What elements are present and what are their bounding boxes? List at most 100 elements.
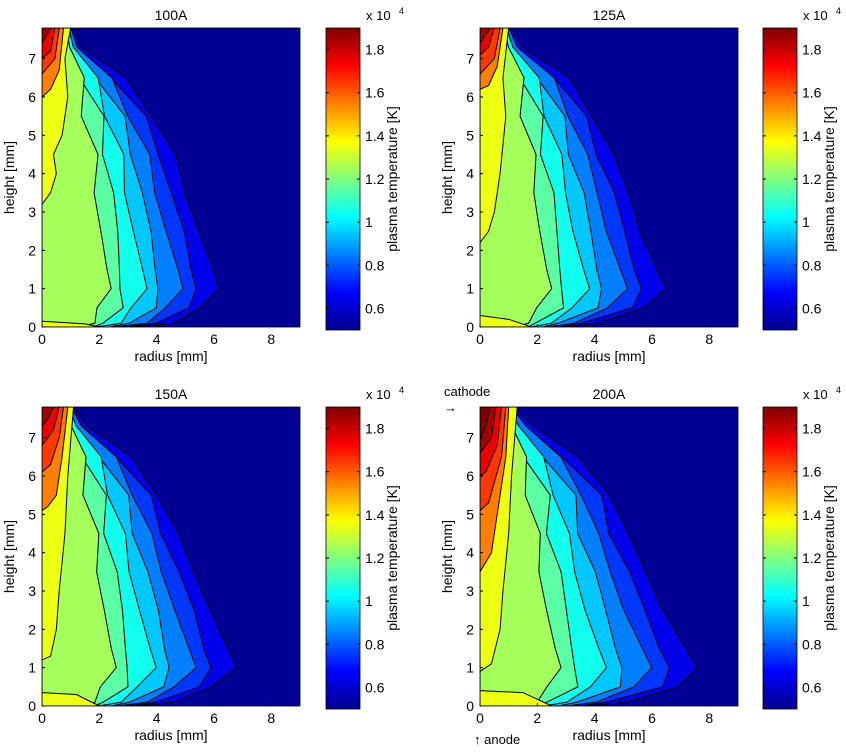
colorbar-multiplier: x 10 xyxy=(803,387,828,402)
y-tick-label: 7 xyxy=(28,430,36,446)
core-band-1.3 xyxy=(42,692,100,706)
y-tick-label: 5 xyxy=(28,506,36,522)
colorbar-tick-label: 0.8 xyxy=(802,636,822,652)
colorbar-multiplier: x 10 xyxy=(366,387,391,402)
y-tick-label: 7 xyxy=(28,51,36,67)
y-tick-label: 7 xyxy=(466,51,474,67)
colorbar xyxy=(762,406,798,710)
x-axis-label: radius [mm] xyxy=(572,727,645,743)
colorbar-tick-label: 0.8 xyxy=(802,257,822,273)
y-axis-label: height [mm] xyxy=(1,141,17,214)
y-tick-label: 0 xyxy=(28,319,36,335)
colorbar-tick-label: 1.6 xyxy=(365,85,385,101)
x-tick-label: 2 xyxy=(533,331,541,347)
colorbar-multiplier: x 10 xyxy=(803,8,828,23)
colorbar-exponent: 4 xyxy=(836,385,841,395)
colorbar-label: plasma temperature [K] xyxy=(384,485,400,631)
x-tick-label: 2 xyxy=(95,710,103,726)
colorbar-exponent: 4 xyxy=(399,6,404,16)
axes-frame xyxy=(479,406,739,707)
colorbar-tick-label: 1.8 xyxy=(365,42,385,58)
x-tick-label: 6 xyxy=(210,710,218,726)
y-tick-label: 3 xyxy=(28,583,36,599)
y-tick-label: 1 xyxy=(466,660,474,676)
colorbar-tick-label: 0.8 xyxy=(365,257,385,273)
plot-area xyxy=(42,407,300,706)
y-tick-label: 1 xyxy=(466,281,474,297)
y-tick-label: 7 xyxy=(466,430,474,446)
plot-area xyxy=(480,407,738,706)
y-tick-label: 4 xyxy=(28,166,36,182)
anode-label: ↑ anode xyxy=(474,732,520,747)
y-tick-label: 5 xyxy=(466,506,474,522)
y-tick-label: 5 xyxy=(28,127,36,143)
colorbar-label: plasma temperature [K] xyxy=(821,485,837,631)
colorbar-multiplier: x 10 xyxy=(366,8,391,23)
y-tick-label: 6 xyxy=(28,89,36,105)
panel-title: 125A xyxy=(593,7,626,23)
cathode-label: cathode xyxy=(444,384,490,399)
core-band-1.3 xyxy=(42,320,100,327)
y-tick-label: 6 xyxy=(466,468,474,484)
y-tick-label: 5 xyxy=(466,127,474,143)
y-tick-label: 1 xyxy=(28,660,36,676)
axes-frame xyxy=(41,406,301,707)
y-axis-label: height [mm] xyxy=(439,520,455,593)
y-tick-label: 0 xyxy=(466,698,474,714)
y-tick-label: 3 xyxy=(466,583,474,599)
x-tick-label: 8 xyxy=(267,331,275,347)
y-tick-label: 3 xyxy=(466,204,474,220)
core-band-1.3 xyxy=(480,314,532,327)
x-tick-label: 6 xyxy=(210,331,218,347)
colorbar-tick-label: 1 xyxy=(802,593,810,609)
colorbar-tick-label: 1.2 xyxy=(802,171,822,187)
x-tick-label: 6 xyxy=(648,331,656,347)
x-tick-label: 4 xyxy=(153,331,161,347)
y-tick-label: 4 xyxy=(28,545,36,561)
core-band-1.85 xyxy=(480,407,491,438)
colorbar-tick-label: 0.6 xyxy=(802,300,822,316)
colorbar-tick-label: 0.8 xyxy=(365,636,385,652)
x-tick-label: 0 xyxy=(38,331,46,347)
y-tick-label: 1 xyxy=(28,281,36,297)
contour-panel-200A: 0 2 4 6 8 0 1 2 3 4 5 6 7 200A radius [mm] height [mm] 0… xyxy=(439,385,841,743)
axes-frame xyxy=(479,27,739,328)
x-tick-label: 8 xyxy=(267,710,275,726)
colorbar-label: plasma temperature [K] xyxy=(384,106,400,252)
x-tick-label: 0 xyxy=(38,710,46,726)
x-tick-label: 4 xyxy=(591,710,599,726)
colorbar xyxy=(762,27,798,331)
y-tick-label: 4 xyxy=(466,166,474,182)
colorbar-tick-label: 1.8 xyxy=(802,421,822,437)
panel-title: 200A xyxy=(593,386,626,402)
y-tick-label: 4 xyxy=(466,545,474,561)
core-band-1.8 xyxy=(480,28,491,45)
colorbar-tick-label: 1.4 xyxy=(802,507,822,523)
colorbar-tick-label: 1.4 xyxy=(365,128,385,144)
y-tick-label: 6 xyxy=(466,89,474,105)
colorbar-tick-label: 1.6 xyxy=(802,464,822,480)
x-tick-label: 4 xyxy=(153,710,161,726)
colorbar-tick-label: 1 xyxy=(365,593,373,609)
cathode-arrow: → xyxy=(444,400,457,415)
contour-panel-150A: 0 2 4 6 8 0 1 2 3 4 5 6 7 150A radius [mm] height [mm] 0… xyxy=(1,385,404,743)
colorbar-tick-label: 1.4 xyxy=(802,128,822,144)
x-tick-label: 2 xyxy=(533,710,541,726)
x-axis-label: radius [mm] xyxy=(134,348,207,364)
plot-area xyxy=(42,28,300,327)
colorbar-tick-label: 1.2 xyxy=(365,171,385,187)
x-axis-label: radius [mm] xyxy=(572,348,645,364)
x-axis-label: radius [mm] xyxy=(134,727,207,743)
colorbar-label: plasma temperature [K] xyxy=(821,106,837,252)
colorbar-tick-label: 1.6 xyxy=(802,85,822,101)
colorbar xyxy=(325,27,361,331)
colorbar-tick-label: 1.2 xyxy=(365,550,385,566)
x-tick-label: 2 xyxy=(95,331,103,347)
axes-frame xyxy=(41,27,301,328)
panel-title: 150A xyxy=(155,386,188,402)
core-band-1.3 xyxy=(480,690,552,706)
colorbar-exponent: 4 xyxy=(399,385,404,395)
colorbar-tick-label: 1 xyxy=(802,214,810,230)
colorbar-tick-label: 1.4 xyxy=(365,507,385,523)
